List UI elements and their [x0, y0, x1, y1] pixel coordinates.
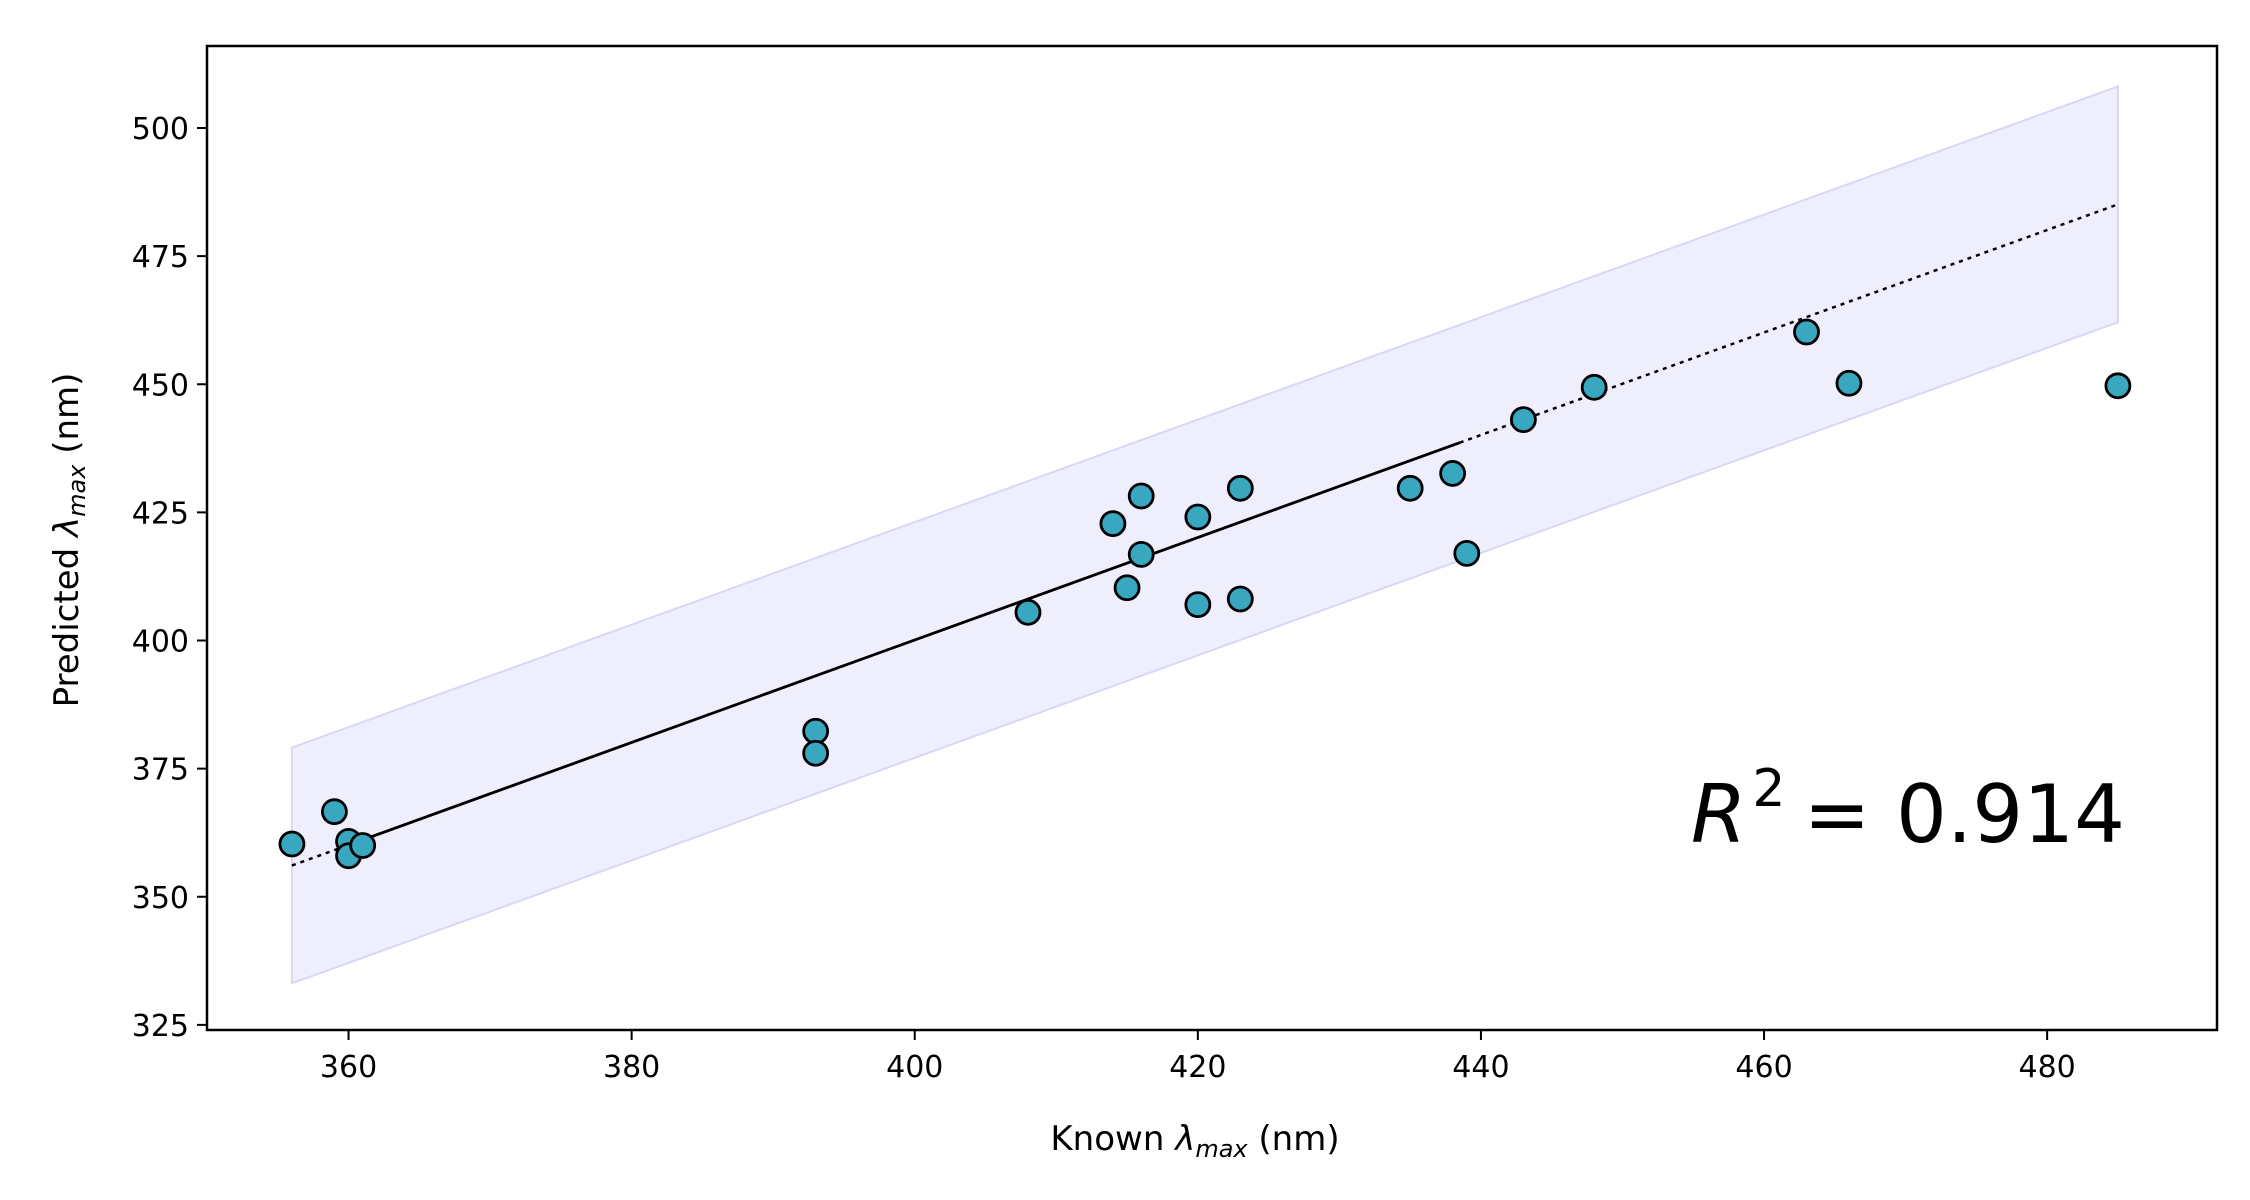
data-point	[1184, 591, 1212, 619]
data-point	[802, 717, 830, 745]
y-axis-ticks: 325 350 375 400 425 450 475 500	[132, 112, 207, 1044]
y-tick-label: 425	[132, 496, 189, 531]
data-point	[2104, 372, 2132, 400]
data-point	[1113, 574, 1141, 602]
r-squared-superscript: 2	[1752, 759, 1785, 819]
data-point	[278, 830, 306, 858]
x-tick-label: 400	[886, 1050, 943, 1085]
r-squared-annotation: R 2 = 0.914	[1691, 759, 2125, 861]
fit-line-layer	[291, 203, 2119, 867]
plot-frame	[205, 44, 2219, 1032]
y-tick-label: 350	[132, 881, 189, 916]
data-point	[1580, 373, 1608, 401]
x-tick-label: 360	[320, 1050, 377, 1085]
y-tick-label: 450	[132, 368, 189, 403]
data-point	[1453, 539, 1481, 567]
data-point	[1127, 482, 1155, 510]
data-point	[1184, 503, 1212, 531]
data-point	[1396, 474, 1424, 502]
x-axis-ticks: 360 380 400 420 440 460 480	[320, 1030, 2076, 1085]
data-point	[1835, 369, 1863, 397]
r-squared-value: = 0.914	[1804, 768, 2125, 861]
x-tick-label: 420	[1169, 1050, 1226, 1085]
y-tick-label: 475	[132, 240, 189, 275]
data-point	[1793, 318, 1820, 346]
data-point	[1439, 460, 1467, 487]
data-point	[1099, 510, 1127, 538]
data-point	[802, 739, 830, 767]
x-axis-label: Known λmax (nm)	[1050, 1119, 1339, 1163]
y-tick-label: 400	[132, 625, 189, 660]
data-point	[1226, 474, 1254, 502]
y-tick-label: 500	[132, 112, 189, 147]
x-tick-label: 460	[1735, 1050, 1792, 1085]
data-points-layer	[278, 318, 2132, 870]
fit-line-solid	[362, 441, 1461, 842]
y-tick-label: 375	[132, 753, 189, 788]
x-tick-label: 380	[603, 1050, 660, 1085]
y-axis-label: Predicted λmax (nm)	[47, 373, 91, 708]
y-tick-label: 325	[132, 1009, 189, 1044]
data-point	[320, 798, 348, 826]
data-point	[1014, 598, 1042, 626]
data-point	[1226, 585, 1254, 613]
data-point	[1127, 541, 1155, 568]
r-squared-symbol: R	[1691, 768, 1747, 861]
data-point	[349, 832, 377, 859]
data-point	[1510, 406, 1537, 434]
x-tick-label: 480	[2019, 1050, 2076, 1085]
x-tick-label: 440	[1452, 1050, 1509, 1085]
